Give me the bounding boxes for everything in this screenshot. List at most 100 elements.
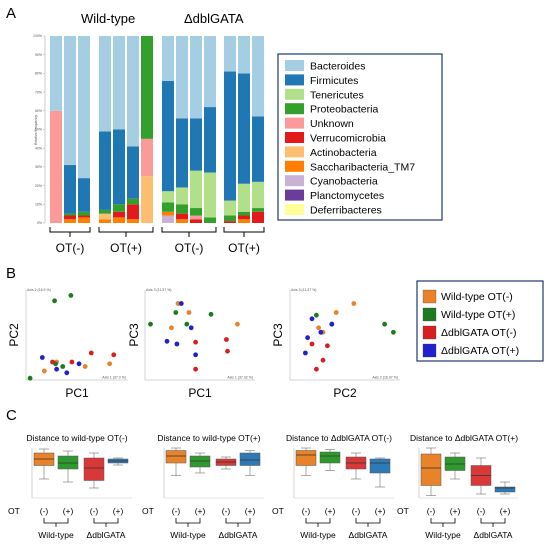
bar-segment-verrucomicrobia xyxy=(176,213,188,220)
condition-tick-label: (-) xyxy=(352,506,361,516)
boxplot-title: Distance to wild-type OT(+) xyxy=(157,433,260,443)
panel-a-ytick-label: 50% xyxy=(35,128,42,132)
bar-segment-saccharibacteria-tm7 xyxy=(238,219,250,223)
bar-segment-proteobacteria xyxy=(224,215,236,222)
legend-swatch xyxy=(285,204,304,215)
boxplot-box xyxy=(369,458,391,474)
bar-sample-8 xyxy=(162,36,174,223)
pcoa-point xyxy=(68,293,74,298)
bar-segment-proteobacteria xyxy=(238,211,250,216)
boxplot-box xyxy=(239,452,261,466)
bar-sample-12 xyxy=(224,36,236,223)
boxplot-title: Distance to wild-type OT(-) xyxy=(26,433,127,443)
panel-b-legend-label: ΔdblGATA OT(+) xyxy=(441,345,519,357)
bar-segment-bacteroides xyxy=(224,36,236,72)
bar-segment-firmicutes xyxy=(204,107,216,173)
pcoa-point xyxy=(303,350,308,356)
genotype-bracket xyxy=(93,518,119,524)
pcoa-point xyxy=(193,366,199,372)
pcoa-yaxis-text: Axis 3 (11.37 %) xyxy=(146,288,171,292)
pcoa-point xyxy=(41,368,47,374)
boxplot-box xyxy=(319,451,341,464)
genotype-bracket xyxy=(430,518,456,524)
genotype-bracket xyxy=(355,518,381,524)
genotype-label: ΔdblGATA xyxy=(87,530,126,540)
bar-sample-14 xyxy=(252,36,264,223)
pcoa-xaxis-text: Axis 1 (37.02 %) xyxy=(227,376,253,380)
boxplot-box xyxy=(189,455,211,468)
pcoa-point xyxy=(54,366,59,372)
genotype-label: Wild-type xyxy=(38,530,74,540)
bar-segment-saccharibacteria-tm7 xyxy=(162,211,174,216)
boxplot-box xyxy=(57,455,79,470)
bar-segment-bacteroides xyxy=(238,36,250,74)
bar-sample-2 xyxy=(64,36,76,223)
pcoa-point xyxy=(174,341,180,347)
boxplot-title: Distance to ΔdblGATA OT(-) xyxy=(286,433,392,443)
panel-b-legend-swatch xyxy=(422,289,437,304)
panel-a-bars xyxy=(50,36,264,223)
pcoa-point xyxy=(225,348,230,354)
bar-segment-proteobacteria xyxy=(252,208,264,212)
genotype-label: ΔdblGATA xyxy=(219,530,258,540)
condition-label: OT(+) xyxy=(110,241,142,255)
pcoa-point xyxy=(173,310,179,315)
pcoa-point xyxy=(164,338,170,344)
panel-a-ylabel: Relative Frequency xyxy=(34,115,38,145)
pcoa-point xyxy=(329,321,335,327)
bar-segment-firmicutes xyxy=(78,178,90,212)
bar-segment-bacteroides xyxy=(190,36,202,119)
bar-segment-bacteroides xyxy=(176,36,188,119)
pcoa-point xyxy=(186,310,192,315)
panel-b-legend-box xyxy=(416,280,544,362)
panel-a-ytick-label: 100% xyxy=(33,34,42,38)
pcoa-point xyxy=(178,301,184,306)
condition-label: OT(-) xyxy=(56,241,85,255)
bar-segment-actinobacteria xyxy=(141,176,153,223)
bar-segment-bacteroides xyxy=(252,36,264,117)
bracket-4 xyxy=(223,227,265,233)
genotype-label: ΔdblGATA xyxy=(349,530,388,540)
bar-segment-proteobacteria xyxy=(64,213,76,216)
bar-segment-tenericutes xyxy=(252,181,264,209)
bar-sample-10 xyxy=(190,36,202,223)
legend-label: Actinobacteria xyxy=(310,147,377,159)
pcoa-point xyxy=(314,366,319,372)
panel-c-letter: C xyxy=(6,407,17,424)
pcoa-point xyxy=(184,321,190,327)
bar-segment-saccharibacteria-tm7 xyxy=(176,219,188,223)
bar-segment-firmicutes xyxy=(99,131,111,210)
bar-segment-firmicutes xyxy=(190,118,202,171)
bar-sample-9 xyxy=(176,36,188,223)
condition-tick-label: (+) xyxy=(245,506,256,516)
condition-tick-label: (+) xyxy=(195,506,206,516)
condition-label: OT(+) xyxy=(228,241,260,255)
group-title-dblgata: ΔdblGATA xyxy=(184,11,244,26)
pcoa-point xyxy=(50,359,55,365)
pcoa-point xyxy=(224,337,229,342)
bar-segment-verrucomicrobia xyxy=(252,211,264,223)
bar-segment-bacteroides xyxy=(204,36,216,108)
bar-segment-verrucomicrobia xyxy=(224,221,236,223)
panel-b-legend: Wild-type OT(-) Wild-type OT(+) ΔdblGATA O… xyxy=(422,289,519,358)
panel-a-ytick-label: 20% xyxy=(35,184,42,188)
pcoa-point xyxy=(193,352,199,358)
pcoa-point xyxy=(391,329,396,335)
pcoa-point xyxy=(320,357,326,363)
pcoa-xaxis-text: Axis 2 (16.97 %) xyxy=(372,376,398,380)
bracket-1 xyxy=(49,227,91,233)
bar-sample-11 xyxy=(204,36,216,223)
legend-swatch xyxy=(285,189,304,201)
bar-segment-firmicutes xyxy=(252,116,264,182)
pcoa-yaxis-text: Axis 2 (16.9 %) xyxy=(27,288,51,292)
condition-tick-label: (-) xyxy=(40,506,49,516)
bar-segment-proteobacteria xyxy=(127,198,139,205)
legend-swatch xyxy=(285,103,304,115)
pcoa-point xyxy=(69,359,75,365)
genotype-bracket xyxy=(480,518,506,524)
genotype-bracket xyxy=(225,518,251,524)
condition-tick-label: (-) xyxy=(222,506,231,516)
panel-b-legend-swatch xyxy=(422,307,437,322)
panel-a-y-axis: 100% 90% 80% 70% 60% 50% 40% 30% 20% 10% 0% xyxy=(33,34,46,225)
genotype-label: Wild-type xyxy=(170,530,206,540)
